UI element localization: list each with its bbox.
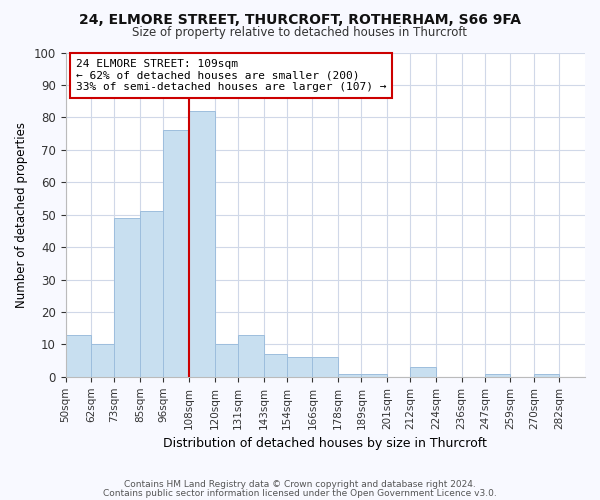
Bar — [115, 218, 140, 377]
Text: Contains public sector information licensed under the Open Government Licence v3: Contains public sector information licen… — [103, 488, 497, 498]
Bar — [485, 374, 511, 377]
Bar — [215, 344, 238, 377]
Bar — [65, 334, 91, 377]
Bar — [91, 344, 115, 377]
Bar — [238, 334, 263, 377]
Bar — [534, 374, 559, 377]
Bar — [361, 374, 387, 377]
Bar — [140, 212, 163, 377]
Bar — [287, 358, 313, 377]
Y-axis label: Number of detached properties: Number of detached properties — [15, 122, 28, 308]
Bar — [163, 130, 189, 377]
X-axis label: Distribution of detached houses by size in Thurcroft: Distribution of detached houses by size … — [163, 437, 487, 450]
Text: 24 ELMORE STREET: 109sqm
← 62% of detached houses are smaller (200)
33% of semi-: 24 ELMORE STREET: 109sqm ← 62% of detach… — [76, 59, 386, 92]
Bar — [410, 367, 436, 377]
Text: Contains HM Land Registry data © Crown copyright and database right 2024.: Contains HM Land Registry data © Crown c… — [124, 480, 476, 489]
Bar — [313, 358, 338, 377]
Text: 24, ELMORE STREET, THURCROFT, ROTHERHAM, S66 9FA: 24, ELMORE STREET, THURCROFT, ROTHERHAM,… — [79, 12, 521, 26]
Text: Size of property relative to detached houses in Thurcroft: Size of property relative to detached ho… — [133, 26, 467, 39]
Bar — [189, 111, 215, 377]
Bar — [338, 374, 361, 377]
Bar — [263, 354, 287, 377]
